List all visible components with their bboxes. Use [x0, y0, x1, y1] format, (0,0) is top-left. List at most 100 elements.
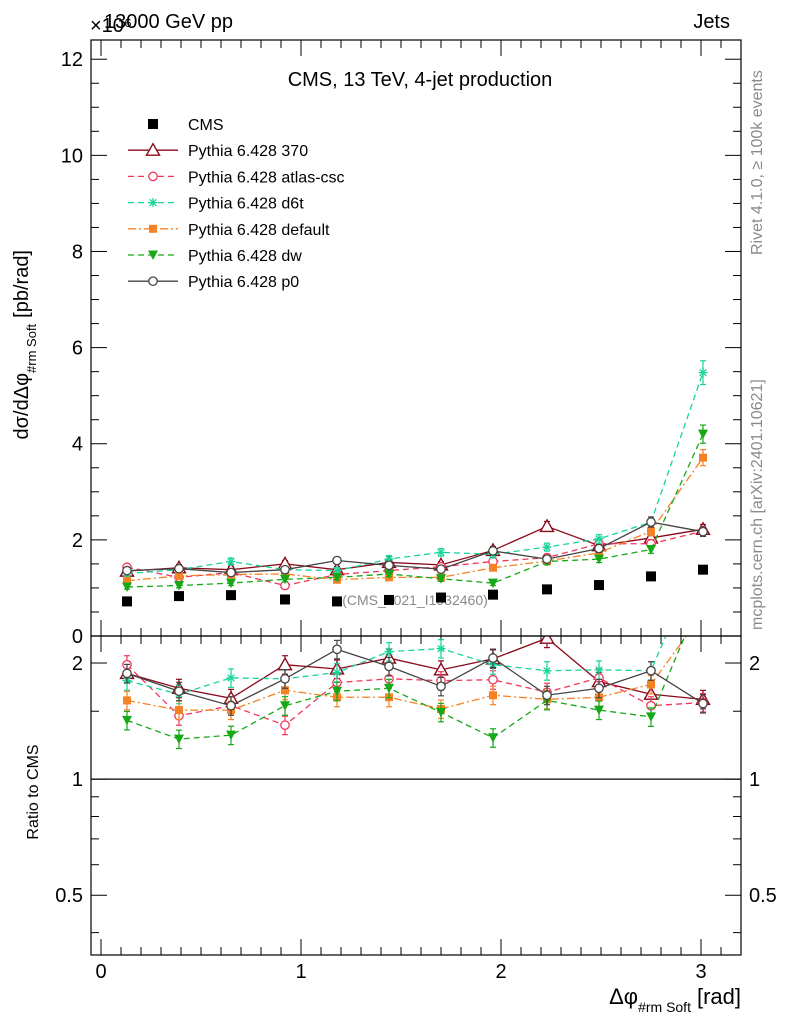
legend-item-p0: Pythia 6.428 p0 [128, 274, 299, 291]
data-point-dw [594, 705, 604, 716]
legend-item-atlas: Pythia 6.428 atlas-csc [128, 169, 345, 186]
data-point-default [489, 691, 497, 700]
data-point-dw [226, 578, 236, 589]
ratio-y-tick-label: 2 [72, 653, 83, 675]
data-point-dw [384, 683, 394, 694]
series-p0 [122, 516, 708, 578]
data-point-cms [646, 571, 656, 582]
series-dw [122, 588, 708, 750]
data-point-d6t [594, 534, 604, 544]
series-line-d6t [126, 372, 704, 575]
data-point-dw [646, 544, 656, 555]
data-point-p0 [122, 668, 132, 679]
data-point-p0 [594, 683, 604, 694]
data-point-dw [488, 578, 498, 589]
data-point-cms [122, 596, 132, 607]
data-point-default [489, 563, 497, 572]
data-point-default [175, 571, 183, 580]
data-point-dw [594, 554, 604, 565]
series-line-d6t [126, 636, 667, 695]
data-point-d6t [332, 566, 342, 576]
x-tick-label: 3 [695, 961, 706, 983]
legend-label: Pythia 6.428 default [188, 222, 330, 239]
data-point-cms [332, 596, 342, 607]
series-line-p0 [126, 648, 704, 707]
series-line-p0 [126, 521, 704, 574]
data-point-dw [698, 429, 708, 440]
data-point-default [123, 696, 131, 705]
header-right-label: Jets [693, 11, 730, 33]
data-point-dw [174, 581, 184, 591]
data-point-cms [594, 580, 604, 591]
ratio-y-tick-label-right: 1 [749, 769, 760, 791]
y-tick-label: 10 [61, 145, 83, 167]
data-point-d6t [384, 554, 394, 564]
data-point-p0 [226, 567, 236, 578]
legend-marker-atlas [148, 171, 158, 182]
data-point-dw [280, 701, 290, 711]
data-point-p0 [436, 681, 446, 692]
data-point-p0 [646, 665, 656, 676]
series-default [123, 609, 707, 721]
data-point-cms [280, 594, 290, 605]
legend-label: Pythia 6.428 d6t [188, 196, 304, 213]
data-point-default [175, 706, 183, 715]
data-point-cms [384, 594, 394, 605]
data-point-d6t [436, 644, 446, 654]
legend-label: Pythia 6.428 370 [188, 143, 308, 160]
mcplots-label: mcplots.cern.ch [arXiv:2401.10621] [749, 379, 766, 630]
data-point-dw [698, 588, 708, 598]
data-point-d6t [699, 544, 708, 553]
data-point-p0 [122, 565, 132, 576]
x-tick-label: 0 [95, 961, 106, 983]
series-line-dw [126, 433, 704, 588]
data-point-p0 [698, 526, 708, 537]
data-point-atlas [488, 674, 498, 685]
series-atlas [122, 655, 708, 736]
data-point-p0 [542, 554, 552, 564]
data-point-cms [436, 592, 446, 603]
data-point-d6t [384, 647, 394, 657]
data-point-default [281, 686, 289, 695]
x-label-sub: #rm Soft [638, 999, 691, 1015]
series-line-atlas [126, 530, 704, 587]
data-point-d6t [226, 557, 236, 566]
legend-item-p370: Pythia 6.428 370 [128, 142, 308, 160]
y-tick-label: 2 [72, 530, 83, 552]
y-exponent-label: ×10⁶ [90, 15, 132, 37]
series-p0 [122, 639, 708, 716]
series-line-p370 [126, 637, 704, 701]
series-d6t [122, 360, 708, 579]
y-tick-label: 8 [72, 241, 83, 263]
data-point-default [699, 609, 707, 617]
ratio-y-axis-label: Ratio to CMS [25, 744, 42, 839]
data-point-cms [488, 589, 498, 600]
data-point-default [699, 453, 707, 462]
data-point-cms [226, 590, 236, 601]
legend-item-default: Pythia 6.428 default [128, 222, 330, 239]
data-point-dw [436, 574, 446, 584]
y-tick-label: 12 [61, 49, 83, 71]
data-point-dw [488, 733, 498, 743]
ratio-y-tick-label: 0.5 [55, 885, 83, 907]
data-point-dw [226, 730, 236, 741]
legend-marker-default [149, 224, 157, 233]
data-point-p0 [174, 563, 184, 574]
data-point-p0 [226, 700, 236, 711]
data-point-d6t [332, 667, 342, 677]
data-point-p0 [384, 560, 394, 571]
rivet-label: Rivet 4.1.0, ≥ 100k events [749, 70, 766, 255]
data-point-dw [332, 572, 342, 583]
data-point-d6t [698, 368, 708, 378]
data-point-cms [698, 564, 708, 575]
legend-marker-cms [148, 119, 158, 129]
analysis-watermark: (CMS_2021_I1932460) [342, 592, 488, 608]
data-point-p0 [488, 653, 498, 663]
series-line-default [126, 636, 688, 711]
data-point-atlas [280, 720, 290, 731]
legend-item-d6t: Pythia 6.428 d6t [128, 196, 304, 213]
series-line-default [126, 457, 704, 582]
y-tick-label: 6 [72, 338, 83, 360]
legend-marker-d6t [148, 198, 158, 208]
